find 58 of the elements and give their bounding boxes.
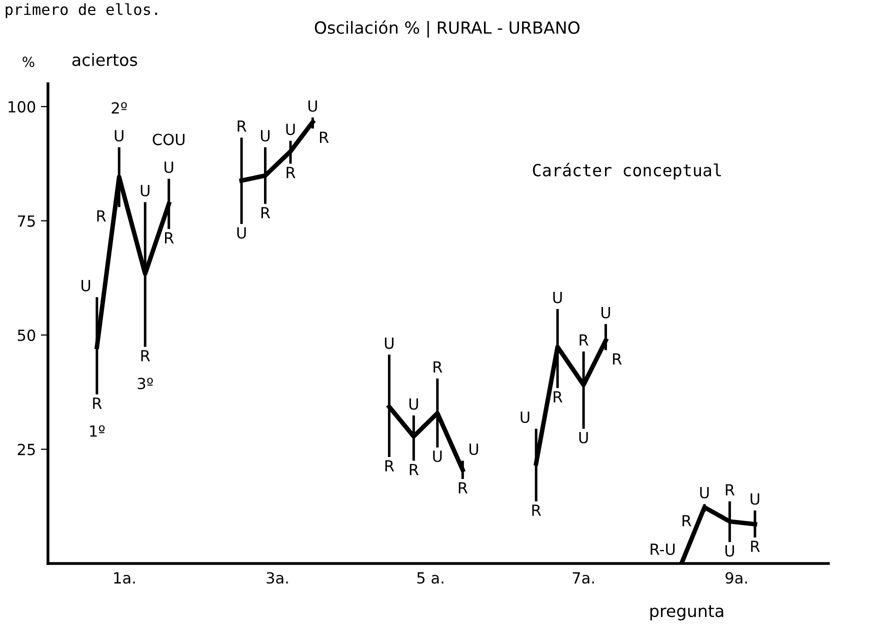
annotation: U [82,280,90,292]
y-tick-label: 50 [18,330,36,342]
annotation: R [93,398,102,409]
annotation: 3º [138,378,153,390]
annotation: U [553,292,562,304]
annotation: R [434,361,442,372]
annotation: U [433,450,442,462]
x-tick-label: 9a. [726,572,747,584]
chart-title: Oscilación % | RURAL - URBANO [314,20,580,38]
x-tick-label: 5 a. [417,572,444,584]
annotation: U [384,338,394,349]
annotation: R [238,120,246,132]
annotation: R [751,540,760,552]
y-tick-label: 100 [8,101,36,113]
y-tick-label: 25 [18,444,35,456]
annotation: U [308,100,317,112]
text: primero de ellos. [6,3,158,18]
annotation: R [580,334,588,346]
annotation: R [286,166,296,178]
annotation: 1º [90,425,105,437]
annotation: U [164,162,174,174]
y-axis-title: % [22,56,34,68]
x-tick-label: 1a. [114,572,135,584]
annotation: U [520,412,530,423]
annotation: U [286,124,295,136]
text: aciertos [72,53,138,66]
annotation: R [613,353,622,364]
annotation: R [554,391,562,402]
annotation: U [725,545,734,557]
x-tick-label: 7a. [572,572,594,584]
annotation: R [97,210,106,222]
annotation: U [700,487,709,498]
annotation: U [114,130,124,142]
annotation: U [579,432,588,444]
annotation: R [458,482,468,494]
y-tick-label: 75 [18,215,35,227]
annotation: U [409,398,418,410]
annotation: U [237,227,246,239]
annotation: R-U [650,544,675,555]
x-tick-label: 3a. [266,572,288,584]
annotation: Carácter conceptual [532,162,721,180]
annotation: R [320,132,329,143]
annotation: U [601,306,610,318]
annotation: R [532,504,541,516]
annotation: U [260,130,270,142]
annotation: R [682,515,692,526]
annotation: R [726,484,735,496]
annotation: U [470,444,478,455]
annotation: 2º [112,102,127,114]
annotation: U [140,184,150,196]
annotation: R [385,460,394,472]
annotation: U [750,493,760,505]
annotation: R [165,232,174,244]
annotation: R [141,350,150,362]
x-axis-title: pregunta [650,605,724,620]
annotation: COU [152,134,184,146]
annotation: R [261,207,270,218]
annotation: R [410,464,419,476]
